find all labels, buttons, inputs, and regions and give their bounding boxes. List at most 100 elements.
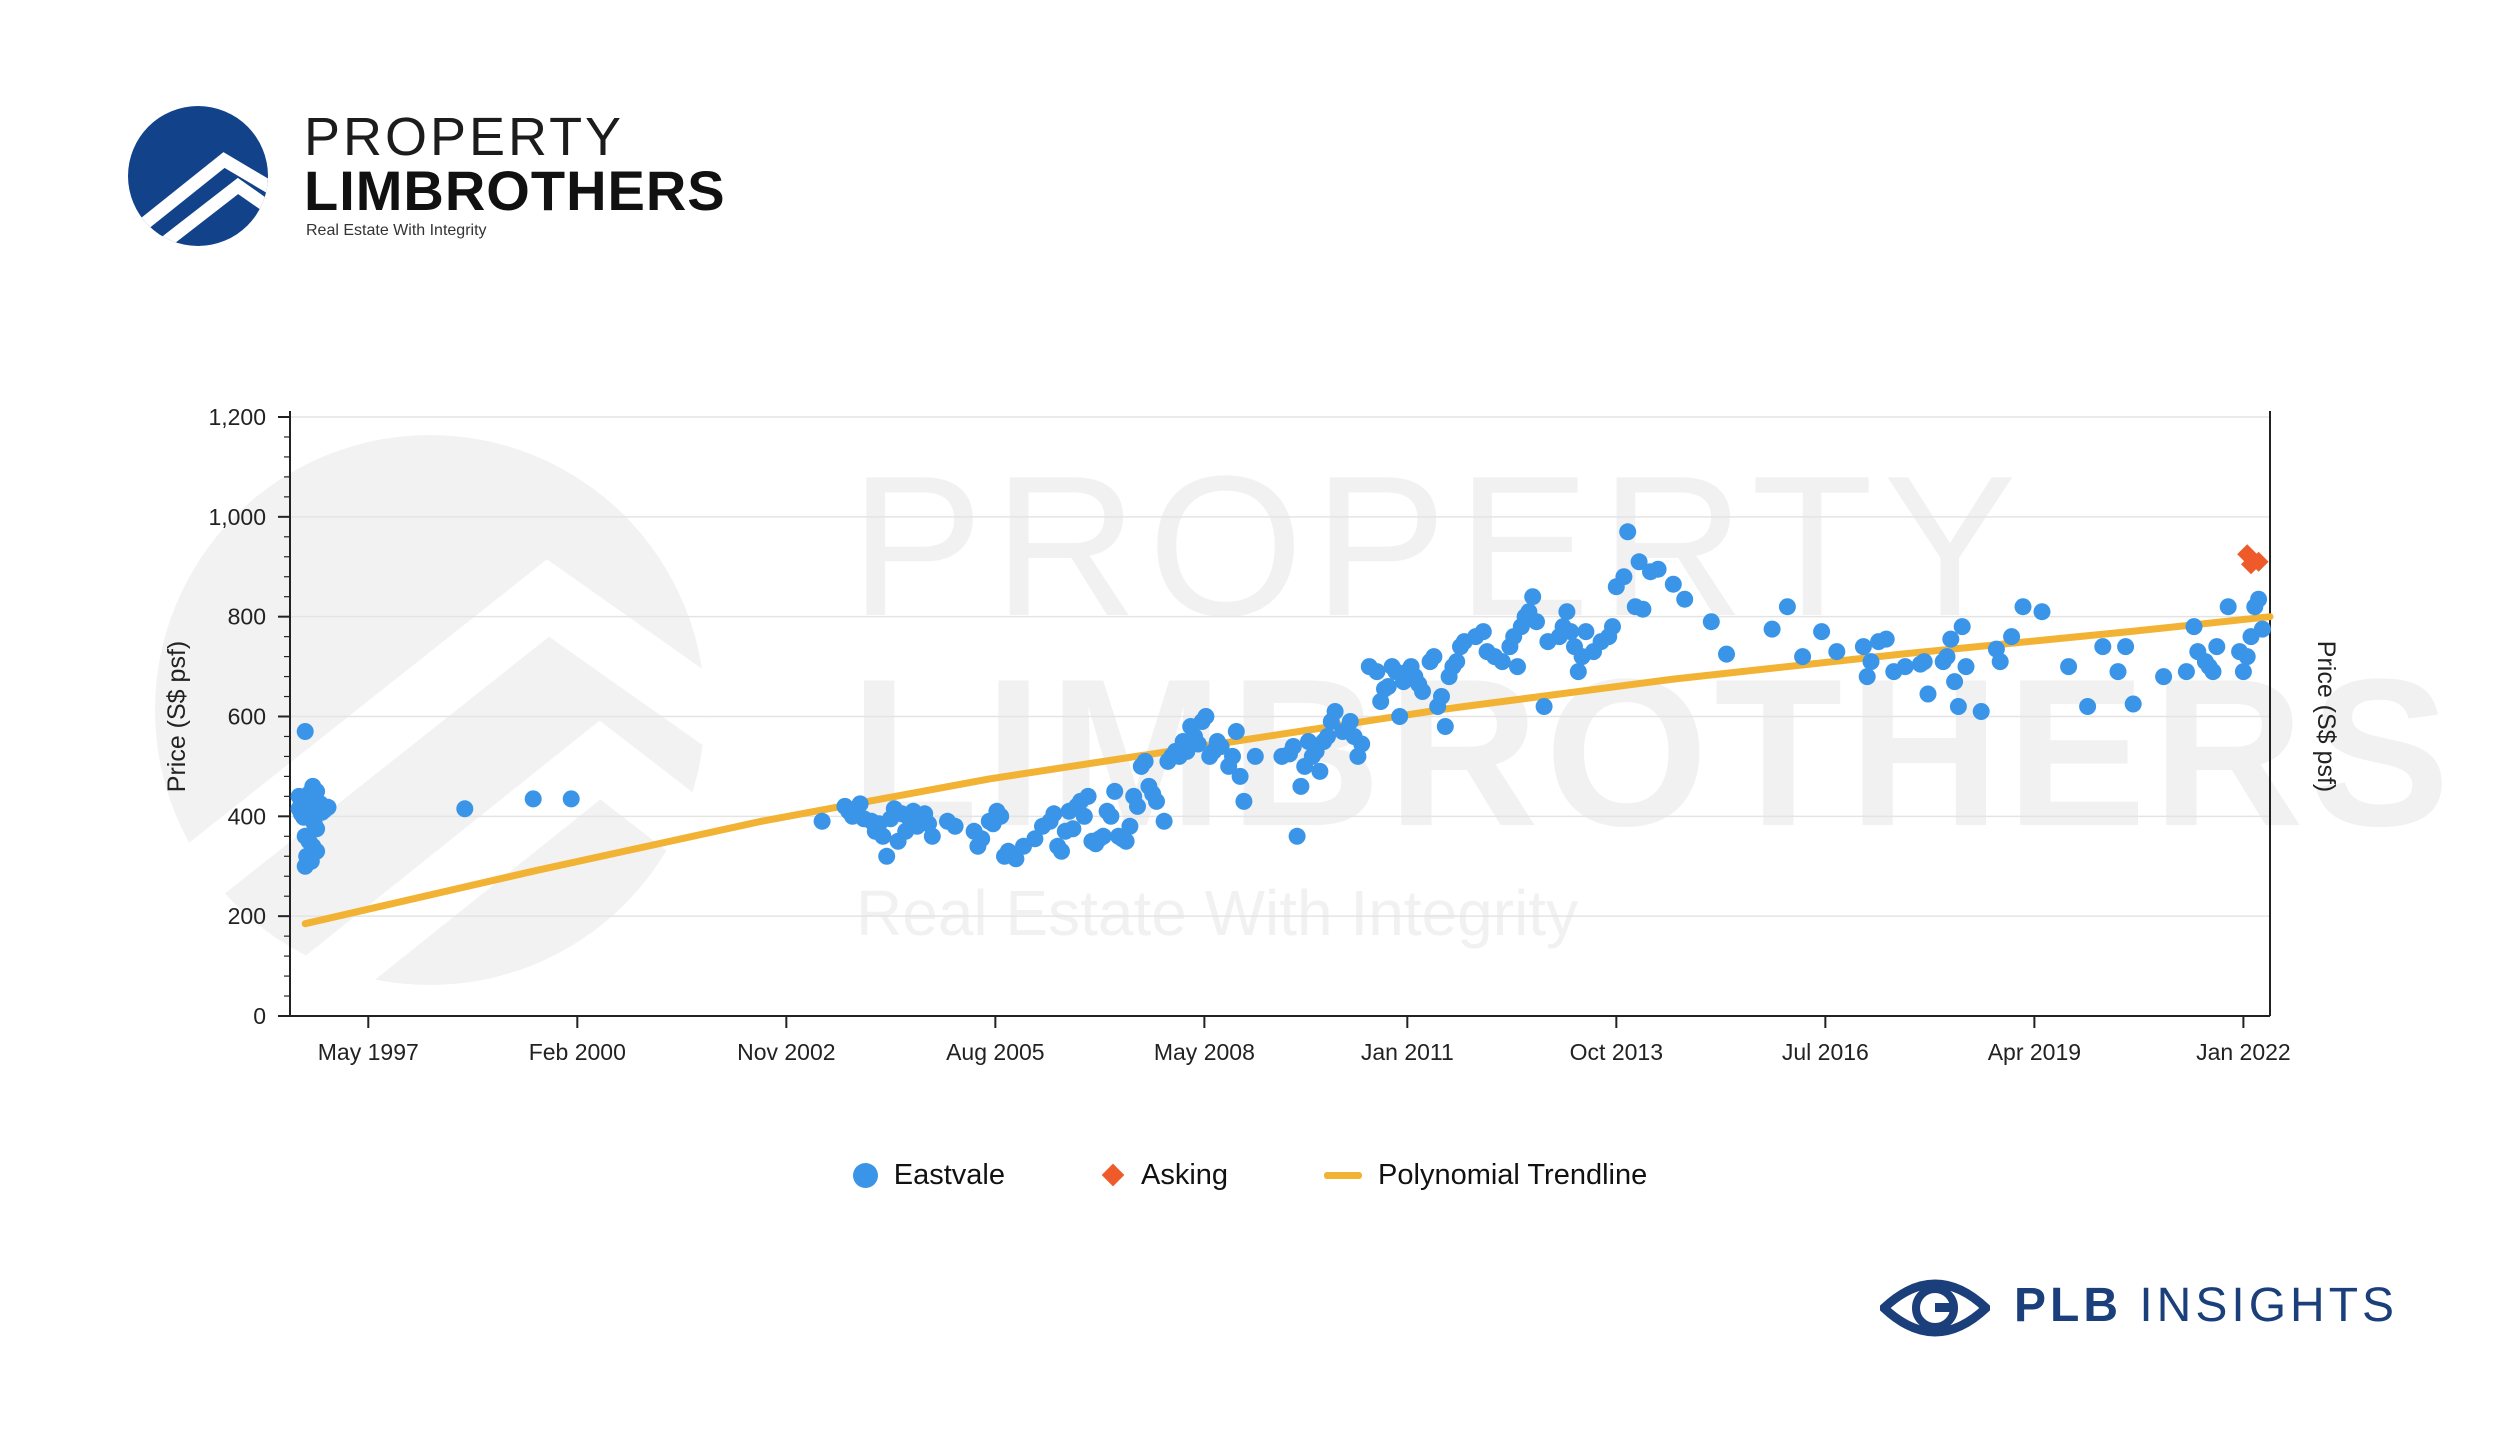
legend-label: Eastvale: [893, 1158, 1005, 1191]
data-point-eastvale: [1634, 600, 1652, 618]
brand-tagline: Real Estate With Integrity: [306, 222, 487, 239]
data-point-eastvale: [290, 800, 308, 818]
data-point-eastvale: [1569, 663, 1587, 681]
data-point-eastvale: [1414, 683, 1431, 700]
line-marker-icon: [1324, 1171, 1363, 1179]
data-point-eastvale: [2155, 668, 2173, 686]
data-point-eastvale: [2014, 598, 2032, 616]
data-point-eastvale: [1227, 723, 1245, 740]
data-point-eastvale: [1649, 560, 1667, 578]
data-point-eastvale: [1896, 658, 1914, 676]
data-point-eastvale: [1949, 698, 1967, 715]
x-tick-label: Aug 2005: [946, 1039, 1044, 1065]
data-point-eastvale: [1379, 678, 1397, 695]
data-point-eastvale: [2219, 598, 2237, 616]
data-point-eastvale: [2234, 663, 2252, 681]
data-point-eastvale: [923, 827, 941, 845]
data-point-eastvale: [1664, 575, 1682, 593]
brand-name-line1: PROPERTY: [304, 107, 625, 167]
data-point-eastvale: [1075, 807, 1093, 825]
data-point-eastvale: [1026, 830, 1044, 848]
data-point-eastvale: [992, 807, 1010, 825]
circle-marker-icon: [852, 1162, 878, 1188]
data-point-eastvale: [1391, 708, 1409, 725]
data-point-eastvale: [1368, 663, 1386, 681]
y-tick-label: 200: [228, 903, 266, 929]
data-point-eastvale: [1619, 523, 1637, 541]
x-tick-label: Jul 2016: [1782, 1039, 1869, 1065]
legend: Eastvale Asking Polynomial Trendline: [0, 1150, 2500, 1200]
data-point-eastvale: [1319, 728, 1336, 745]
data-point-eastvale: [1284, 738, 1302, 755]
data-point-eastvale: [524, 790, 542, 808]
data-point-eastvale: [1778, 598, 1796, 616]
data-point-eastvale: [1763, 620, 1781, 638]
data-point-eastvale: [1991, 653, 2009, 671]
data-point-eastvale: [1676, 590, 1694, 608]
data-point-eastvale: [1064, 820, 1082, 838]
data-point-eastvale: [1353, 735, 1371, 753]
legend-item-trendline: Polynomial Trendline: [1324, 1159, 1647, 1192]
plb-insights-bold: PLB: [2014, 1279, 2122, 1332]
data-point-eastvale: [1493, 653, 1511, 671]
data-point-eastvale: [1558, 603, 1576, 621]
data-point-eastvale: [1813, 623, 1831, 641]
data-point-eastvale: [1946, 673, 1964, 691]
data-point-eastvale: [2185, 618, 2203, 636]
watermark-line3: Real Estate With Integrity: [856, 877, 1578, 949]
data-point-eastvale: [1702, 613, 1720, 631]
data-point-eastvale: [1938, 648, 1956, 666]
data-point-eastvale: [1212, 738, 1230, 755]
data-point-eastvale: [1562, 623, 1580, 641]
data-point-eastvale: [313, 803, 331, 821]
data-point-eastvale: [1915, 653, 1933, 671]
data-point-eastvale: [1094, 827, 1112, 845]
data-point-eastvale: [1957, 658, 1975, 676]
data-point-eastvale: [2208, 638, 2226, 656]
data-point-eastvale: [1509, 658, 1526, 676]
data-point-eastvale: [1341, 713, 1359, 730]
data-point-eastvale: [1942, 630, 1960, 648]
data-point-eastvale: [1079, 787, 1097, 805]
diamond-marker-icon: [1101, 1163, 1125, 1187]
data-point-eastvale: [2060, 658, 2078, 676]
y-axis-label-right: Price (S$ psf): [2312, 641, 2340, 792]
data-point-eastvale: [1129, 797, 1146, 815]
watermark-line1: PROPERTY: [850, 435, 2027, 658]
y-tick-label: 1,200: [208, 404, 266, 430]
y-tick-label: 1,000: [208, 504, 266, 530]
brand-name-line2: LIMBROTHERS: [304, 159, 726, 222]
data-point-eastvale: [456, 800, 474, 818]
data-point-eastvale: [813, 812, 831, 830]
y-axis-ticks: 0 200 400 600 800 1,000 1,200: [208, 404, 290, 1029]
data-point-eastvale: [2238, 648, 2256, 666]
data-point-eastvale: [1604, 618, 1621, 636]
data-point-eastvale: [2124, 695, 2142, 713]
data-point-eastvale: [1117, 832, 1135, 850]
data-point-eastvale: [2033, 603, 2051, 621]
data-point-asking: [2248, 551, 2269, 572]
data-point-eastvale: [1862, 653, 1880, 671]
data-point-eastvale: [2109, 663, 2127, 681]
data-point-eastvale: [878, 847, 896, 865]
gridlines: [290, 416, 2270, 917]
data-point-eastvale: [1919, 685, 1937, 703]
data-point-eastvale: [1828, 643, 1846, 661]
data-point-eastvale: [1155, 812, 1173, 830]
data-point-eastvale: [1106, 782, 1124, 800]
legend-item-eastvale: Eastvale: [852, 1158, 1005, 1192]
data-point-eastvale: [2079, 698, 2097, 715]
x-axis-ticks: May 1997 Feb 2000 Nov 2002 Aug 2005 May 2008…: [318, 1016, 2291, 1065]
x-tick-label: Oct 2013: [1570, 1039, 1663, 1065]
data-point-eastvale: [2177, 663, 2195, 681]
data-point-eastvale: [300, 785, 318, 803]
data-point-eastvale: [1425, 648, 1443, 666]
x-tick-label: May 1997: [318, 1039, 419, 1065]
data-point-eastvale: [1148, 792, 1165, 810]
x-tick-label: Nov 2002: [737, 1039, 835, 1065]
data-point-eastvale: [1235, 792, 1253, 810]
data-point-eastvale: [1053, 842, 1070, 860]
legend-label: Asking: [1140, 1158, 1229, 1191]
data-point-eastvale: [2250, 590, 2268, 608]
